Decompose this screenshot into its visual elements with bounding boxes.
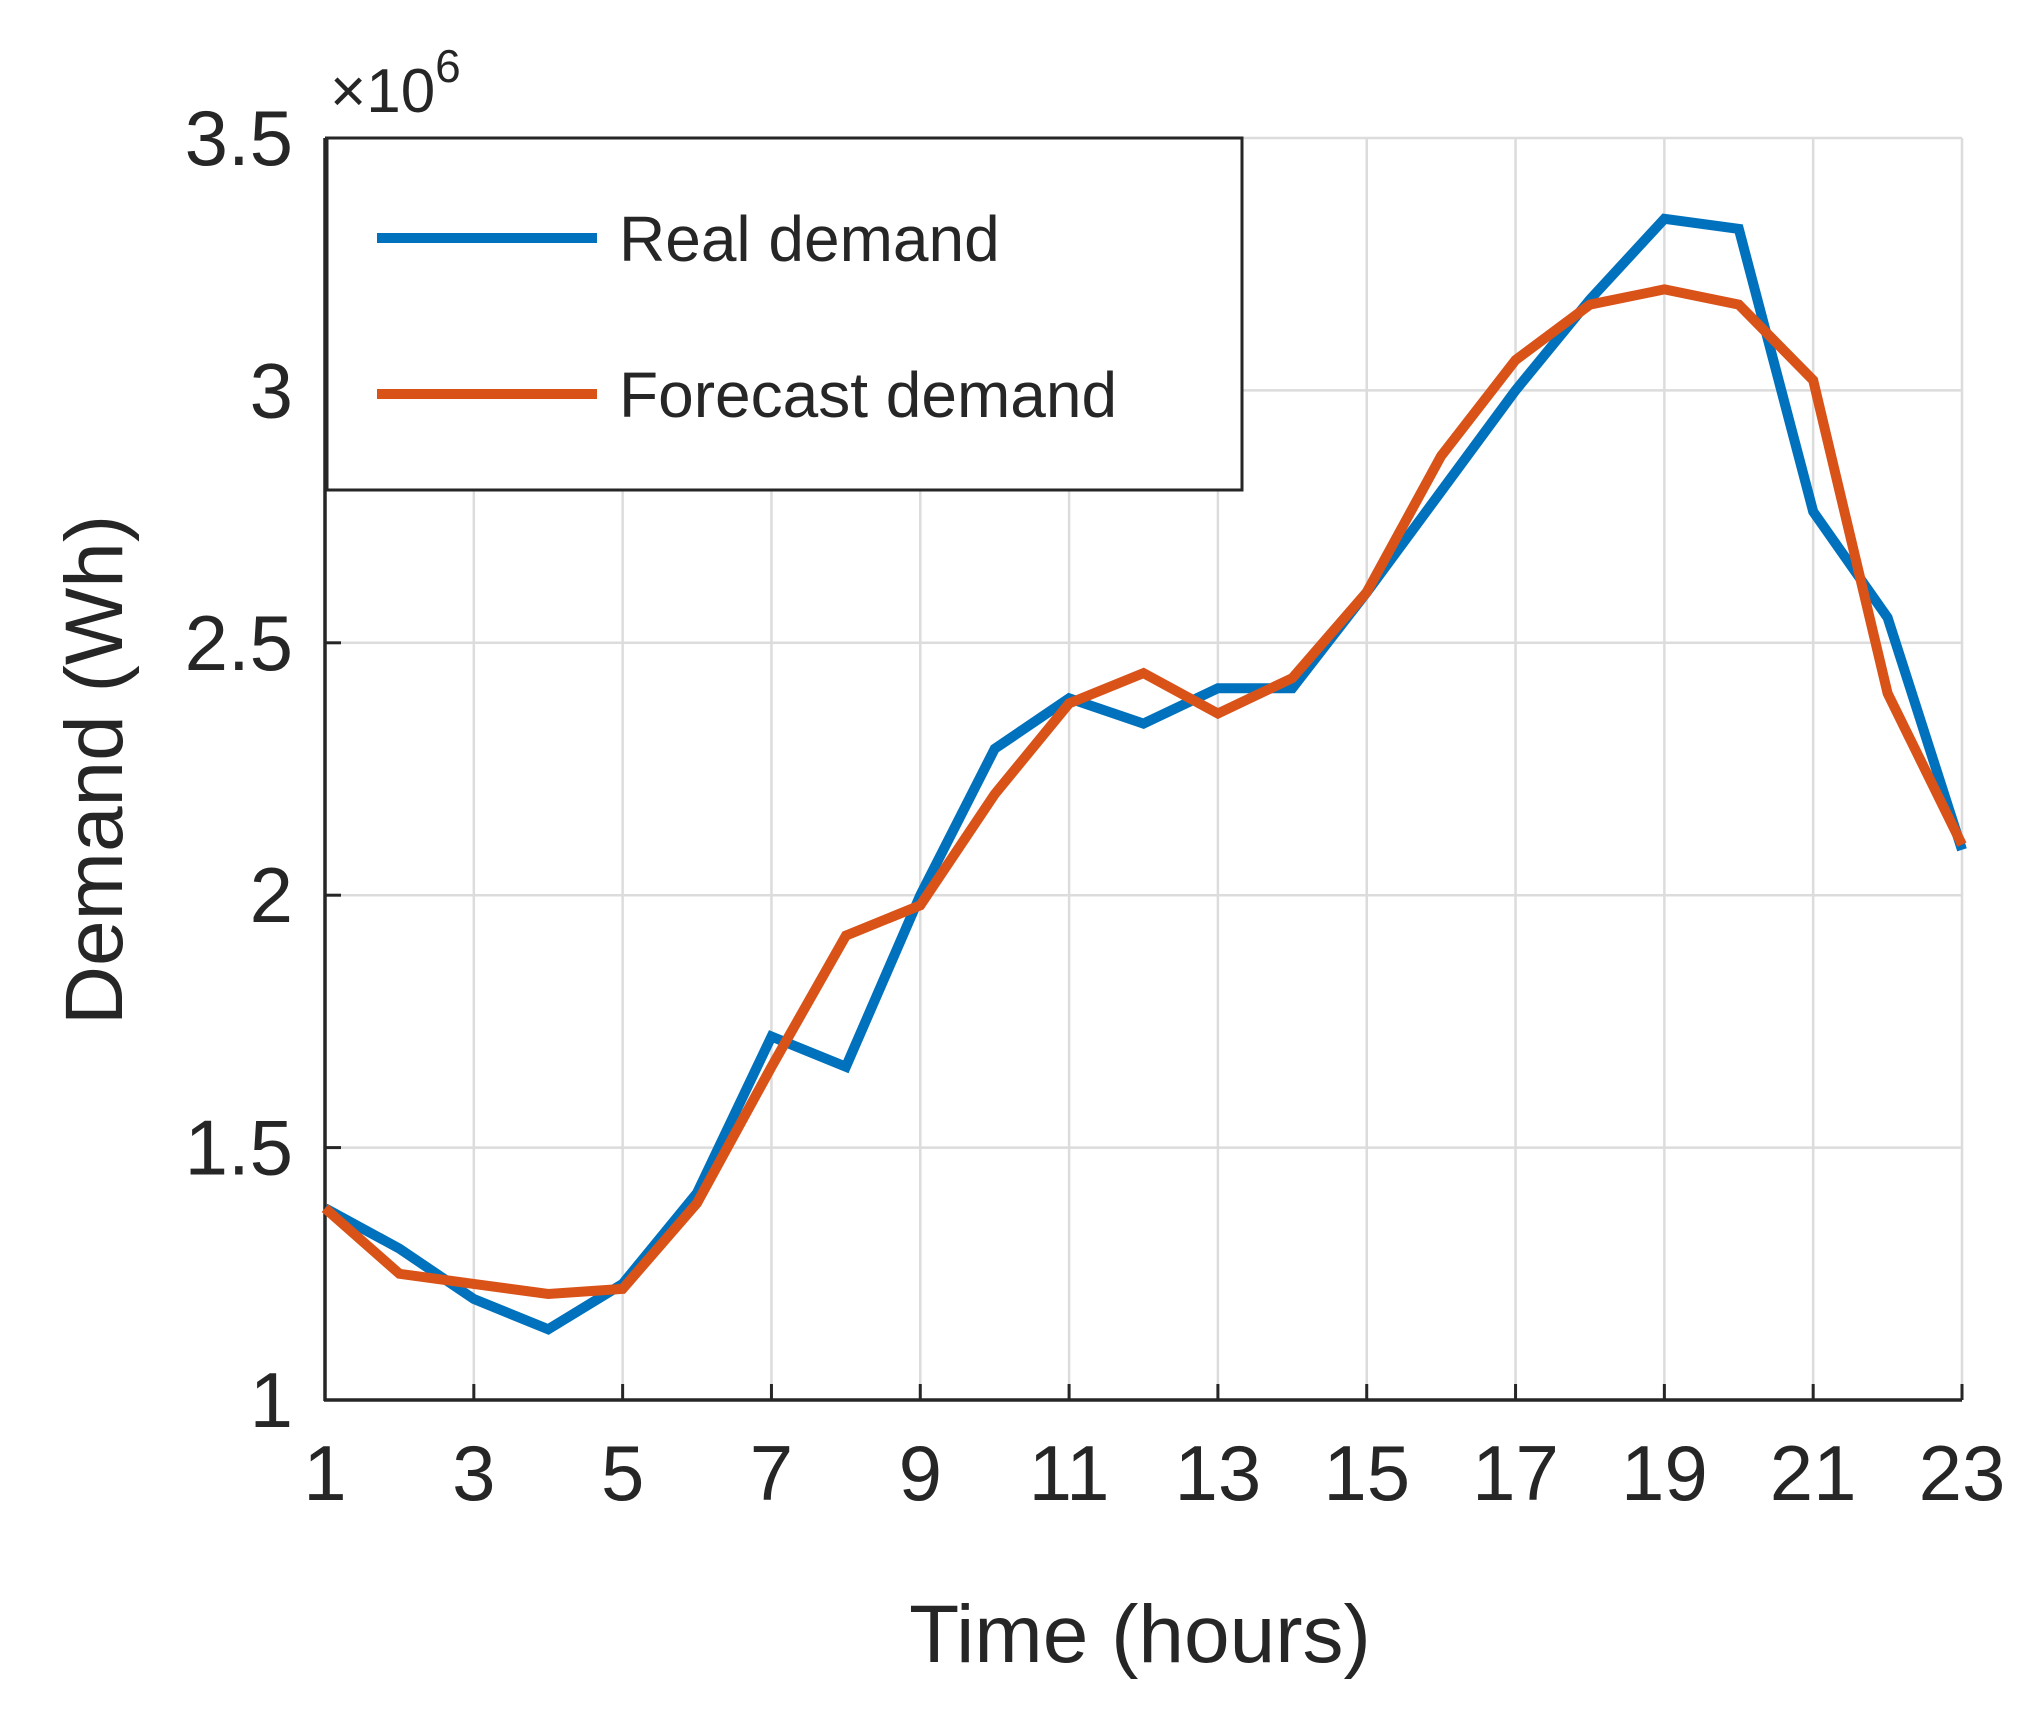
x-tick-label: 23 — [1919, 1429, 2006, 1517]
legend-box — [325, 136, 1244, 492]
y-tick-label: 2.5 — [185, 599, 293, 687]
x-tick-label: 1 — [303, 1429, 346, 1517]
series-line-real-demand — [322, 213, 1967, 1335]
y-tick-label: 3 — [250, 346, 293, 434]
x-tick-label: 11 — [1029, 1429, 1110, 1517]
x-tick-label: 9 — [899, 1429, 942, 1517]
axes — [323, 136, 1964, 1402]
x-tick-label: 21 — [1770, 1429, 1857, 1517]
x-tick-label: 15 — [1323, 1429, 1410, 1517]
y-tick-label: 1.5 — [185, 1104, 293, 1192]
x-tick-label: 5 — [601, 1429, 644, 1517]
x-tick-label: 7 — [750, 1429, 793, 1517]
y-tick-label: 3.5 — [185, 94, 293, 182]
y-tick-label: 2 — [250, 851, 293, 939]
y-axis-exponent: ×106 — [330, 40, 461, 126]
legend-entry-label: Real demand — [619, 203, 1000, 275]
x-tick-label: 19 — [1621, 1429, 1708, 1517]
series-line-forecast-demand — [321, 284, 1967, 1300]
y-axis-title: Demand (Wh) — [49, 515, 140, 1025]
y-tick-label: 1 — [250, 1356, 293, 1444]
legend: Real demand Forecast demand — [325, 136, 1244, 492]
x-axis-title: Time (hours) — [909, 1589, 1371, 1680]
x-tick-label: 17 — [1472, 1429, 1559, 1517]
legend-entry-label: Forecast demand — [619, 359, 1117, 431]
x-tick-label: 13 — [1175, 1429, 1262, 1517]
series-lines — [321, 213, 1967, 1335]
x-tick-label: 3 — [452, 1429, 495, 1517]
